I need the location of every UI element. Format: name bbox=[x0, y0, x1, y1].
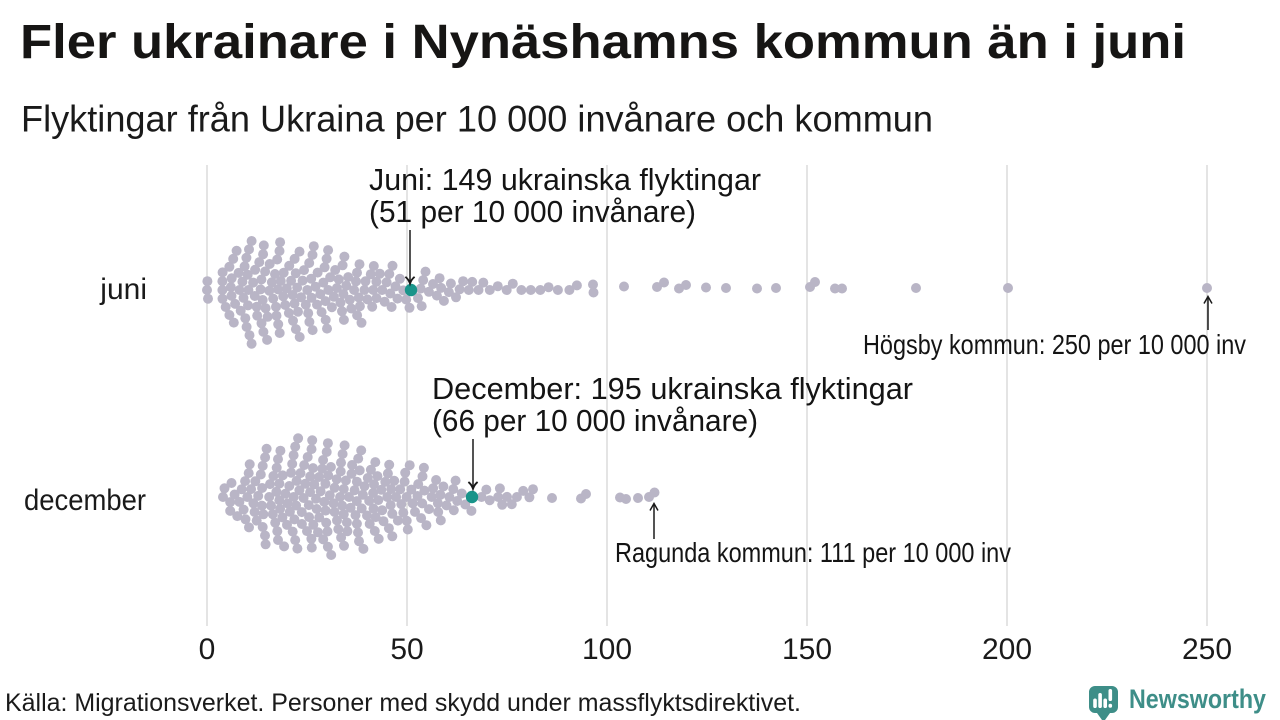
svg-text:50: 50 bbox=[390, 633, 423, 666]
svg-text:juni: juni bbox=[99, 273, 147, 306]
svg-text:Flyktingar från Ukraina per 10: Flyktingar från Ukraina per 10 000 invån… bbox=[21, 98, 933, 140]
svg-text:Högsby kommun: 250 per 10 000: Högsby kommun: 250 per 10 000 inv bbox=[863, 329, 1246, 360]
svg-text:150: 150 bbox=[782, 633, 832, 666]
svg-text:200: 200 bbox=[982, 633, 1032, 666]
svg-text:Juni: 149 ukrainska flyktingar: Juni: 149 ukrainska flyktingar bbox=[369, 162, 761, 197]
svg-text:Newsworthy: Newsworthy bbox=[1129, 684, 1266, 714]
svg-text:0: 0 bbox=[199, 633, 216, 666]
svg-text:(66 per 10 000 invånare): (66 per 10 000 invånare) bbox=[432, 403, 758, 438]
svg-text:100: 100 bbox=[582, 633, 632, 666]
svg-text:december: december bbox=[24, 484, 146, 517]
svg-text:250: 250 bbox=[1182, 633, 1232, 666]
svg-text:Fler ukrainare i Nynäshamns ko: Fler ukrainare i Nynäshamns kommun än i … bbox=[20, 15, 1186, 69]
svg-text:Källa: Migrationsverket. Perso: Källa: Migrationsverket. Personer med sk… bbox=[5, 689, 801, 717]
svg-text:December: 195 ukrainska flykti: December: 195 ukrainska flyktingar bbox=[432, 371, 913, 406]
svg-text:Ragunda kommun: 111 per 10 000: Ragunda kommun: 111 per 10 000 inv bbox=[615, 537, 1011, 568]
svg-text:(51 per 10 000 invånare): (51 per 10 000 invånare) bbox=[369, 194, 696, 229]
